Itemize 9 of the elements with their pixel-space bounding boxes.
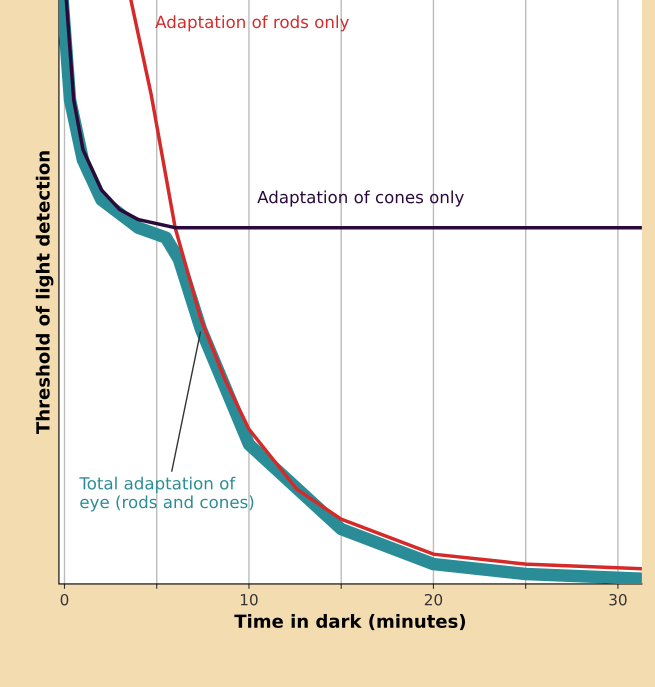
series-label: Adaptation of cones only [257, 190, 464, 207]
x-tick-label: 0 [60, 594, 68, 606]
y-axis-title: Threshold of light detection [36, 151, 54, 434]
x-tick-label: 10 [240, 594, 258, 606]
x-axis-title: Time in dark (minutes) [234, 614, 466, 630]
x-tick-label: 30 [609, 594, 627, 606]
series-label: Adaptation of rods only [155, 15, 349, 32]
x-tick-label: 20 [424, 594, 442, 606]
series-label: Total adaptation of eye (rods and cones) [79, 476, 254, 512]
